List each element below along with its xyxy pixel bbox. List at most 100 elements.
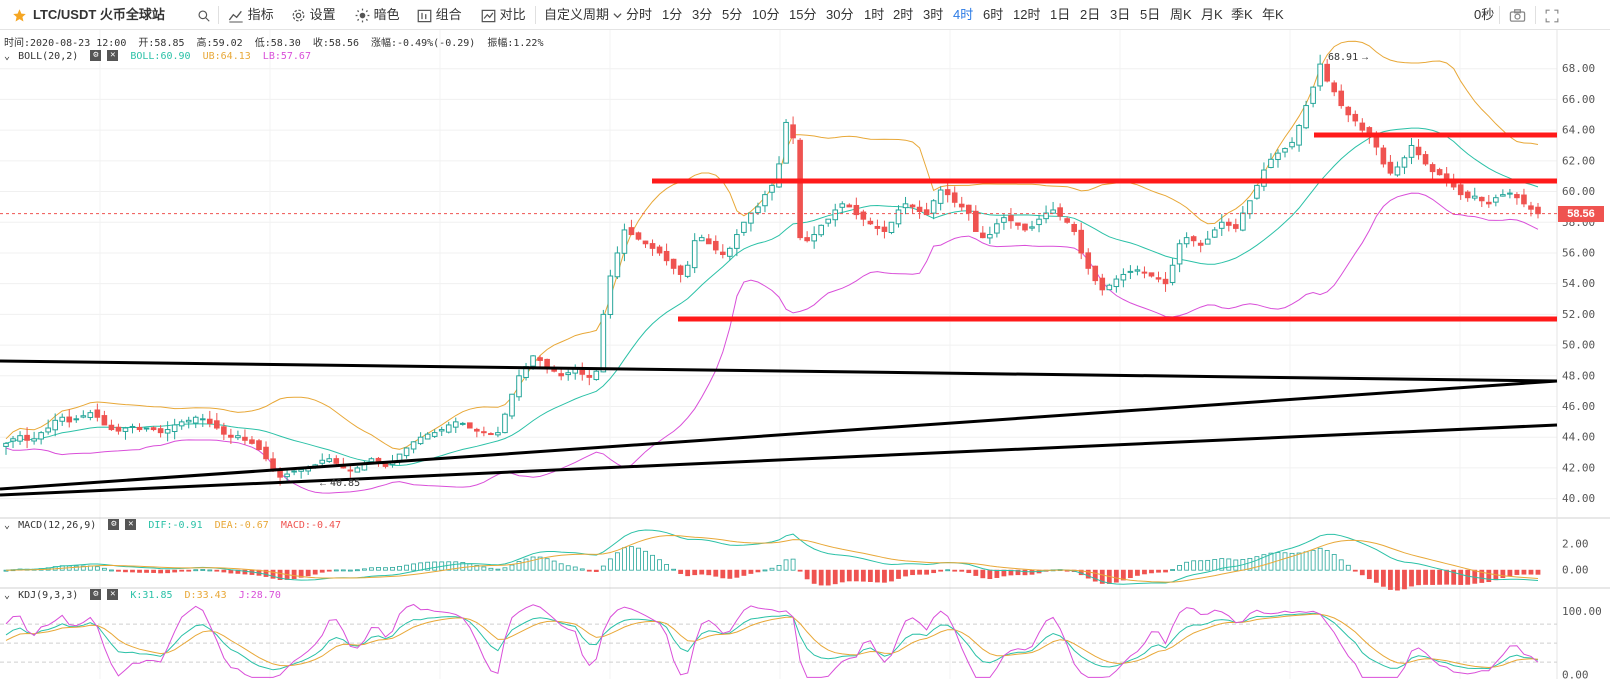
favorite-star-icon[interactable]: [12, 0, 27, 30]
macd-histogram-bar: [481, 566, 487, 571]
period-quarter[interactable]: 季K: [1231, 7, 1253, 22]
kline-chart-svg[interactable]: 68.91 → ← 40.85 40.00 42.00 44.00 46.00 48.0…: [0, 30, 1610, 679]
candle-body: [649, 243, 656, 249]
search-icon[interactable]: [197, 0, 211, 30]
candle-body: [902, 203, 909, 209]
period-3h[interactable]: 3时: [923, 7, 944, 22]
candle-body: [916, 206, 923, 213]
candle-body: [1422, 154, 1429, 165]
kdj-close-icon[interactable]: ✕: [107, 589, 119, 600]
period-12h[interactable]: 12时: [1013, 7, 1041, 22]
boll-upper-band: [5, 40, 1539, 450]
last-price-tag: 58.56: [1558, 205, 1604, 222]
candle-body: [474, 428, 480, 432]
macd-histogram-bar: [1254, 556, 1260, 571]
camera-icon[interactable]: [1509, 0, 1526, 30]
candle-body: [607, 275, 614, 315]
candle-body: [881, 226, 888, 232]
period-5d[interactable]: 5日: [1140, 7, 1161, 22]
macd-histogram-bar: [1409, 569, 1414, 587]
candle-body: [748, 212, 754, 224]
dark-mode-button[interactable]: 暗色: [355, 0, 400, 30]
candle-body: [1190, 236, 1197, 242]
macd-settings-gear-icon[interactable]: ⚙: [108, 519, 120, 530]
macd-histogram-bar: [804, 569, 810, 580]
kdj-settings-gear-icon[interactable]: ⚙: [90, 589, 102, 600]
boll-close-icon[interactable]: ✕: [107, 50, 119, 61]
period-15m[interactable]: 15分: [789, 7, 817, 22]
macd-histogram-bar: [551, 560, 557, 571]
candle-body: [284, 473, 290, 478]
candle-body: [1120, 273, 1127, 281]
macd-histogram-bar: [383, 567, 388, 571]
custom-period-dropdown[interactable]: 自定义周期: [544, 0, 622, 30]
candle-body: [1078, 229, 1085, 254]
period-2h[interactable]: 2时: [893, 7, 914, 22]
period-10m[interactable]: 10分: [752, 7, 780, 22]
y-tick-label: 54.00: [1562, 277, 1595, 290]
period-30m[interactable]: 30分: [826, 7, 854, 22]
candle-body: [853, 204, 860, 216]
sun-icon: [355, 8, 370, 23]
combine-button[interactable]: 组合: [417, 0, 462, 30]
macd-histogram-bar: [959, 569, 965, 572]
candle-body: [1478, 196, 1485, 202]
candle-body: [712, 240, 719, 251]
period-1h[interactable]: 1时: [864, 7, 885, 22]
macd-histogram-bar: [263, 569, 269, 577]
macd-histogram-bar: [1198, 560, 1204, 571]
collapse-chevron-icon[interactable]: ⌄: [4, 50, 11, 62]
compare-button[interactable]: 对比: [481, 0, 526, 30]
symbol-name[interactable]: LTC/USDT 火币全球站: [33, 7, 165, 22]
macd-histogram-bar: [973, 569, 979, 576]
macd-histogram-bar: [80, 565, 86, 571]
period-1m[interactable]: 1分: [662, 7, 683, 22]
boll-settings-gear-icon[interactable]: ⚙: [90, 50, 102, 61]
period-5m[interactable]: 5分: [722, 7, 743, 22]
fullscreen-icon[interactable]: [1545, 0, 1559, 30]
period-month[interactable]: 月K: [1201, 7, 1223, 22]
indicator-button[interactable]: 指标: [228, 0, 274, 30]
period-year[interactable]: 年K: [1262, 7, 1284, 22]
candle-body: [1085, 252, 1092, 269]
boll-legend: ⌄ BOLL(20,2) ⚙ ✕ BOLL:60.90 UB:64.13 LB:5…: [4, 50, 317, 62]
settings-button[interactable]: 设置: [291, 0, 336, 30]
period-4h[interactable]: 4时: [953, 7, 974, 22]
macd-histogram-bar: [228, 569, 234, 574]
candle-body: [994, 223, 1000, 234]
macd-histogram-bar: [193, 569, 199, 572]
macd-histogram-bar: [1345, 564, 1351, 571]
candle-body: [1317, 63, 1323, 87]
candle-body: [101, 415, 108, 426]
macd-histogram-bar: [952, 569, 958, 572]
candle-body: [1429, 164, 1436, 173]
chart-area[interactable]: 68.91 → ← 40.85 40.00 42.00 44.00 46.00 48.0…: [0, 30, 1610, 679]
collapse-chevron-icon[interactable]: ⌄: [4, 589, 11, 601]
macd-histogram-bar: [109, 569, 114, 572]
candle-body: [368, 458, 375, 463]
candle-body: [895, 209, 902, 225]
period-fenshi[interactable]: 分时: [626, 7, 653, 22]
period-2d[interactable]: 2日: [1080, 7, 1101, 22]
candle-body: [1148, 272, 1155, 277]
kdj-d-line: [5, 613, 1539, 669]
macd-close-icon[interactable]: ✕: [125, 519, 137, 530]
period-3m[interactable]: 3分: [692, 7, 713, 22]
high-marker: 68.91 →: [1328, 52, 1370, 63]
candle-body: [1218, 221, 1225, 229]
candle-body: [10, 438, 16, 442]
macd-histogram-bar: [291, 569, 297, 579]
collapse-chevron-icon[interactable]: ⌄: [4, 519, 11, 531]
candle-body: [1036, 218, 1042, 226]
period-1d[interactable]: 1日: [1050, 7, 1071, 22]
macd-pane: [3, 529, 1541, 591]
candle-body: [52, 419, 58, 431]
period-3d[interactable]: 3日: [1110, 7, 1131, 22]
candle-body: [1338, 90, 1345, 107]
ub-value: UB:64.13: [202, 50, 251, 62]
period-6h[interactable]: 6时: [983, 7, 1004, 22]
macd-histogram-bar: [579, 568, 585, 571]
macd-histogram-bar: [151, 569, 156, 573]
period-week[interactable]: 周K: [1170, 7, 1192, 22]
candle-body: [818, 224, 824, 236]
